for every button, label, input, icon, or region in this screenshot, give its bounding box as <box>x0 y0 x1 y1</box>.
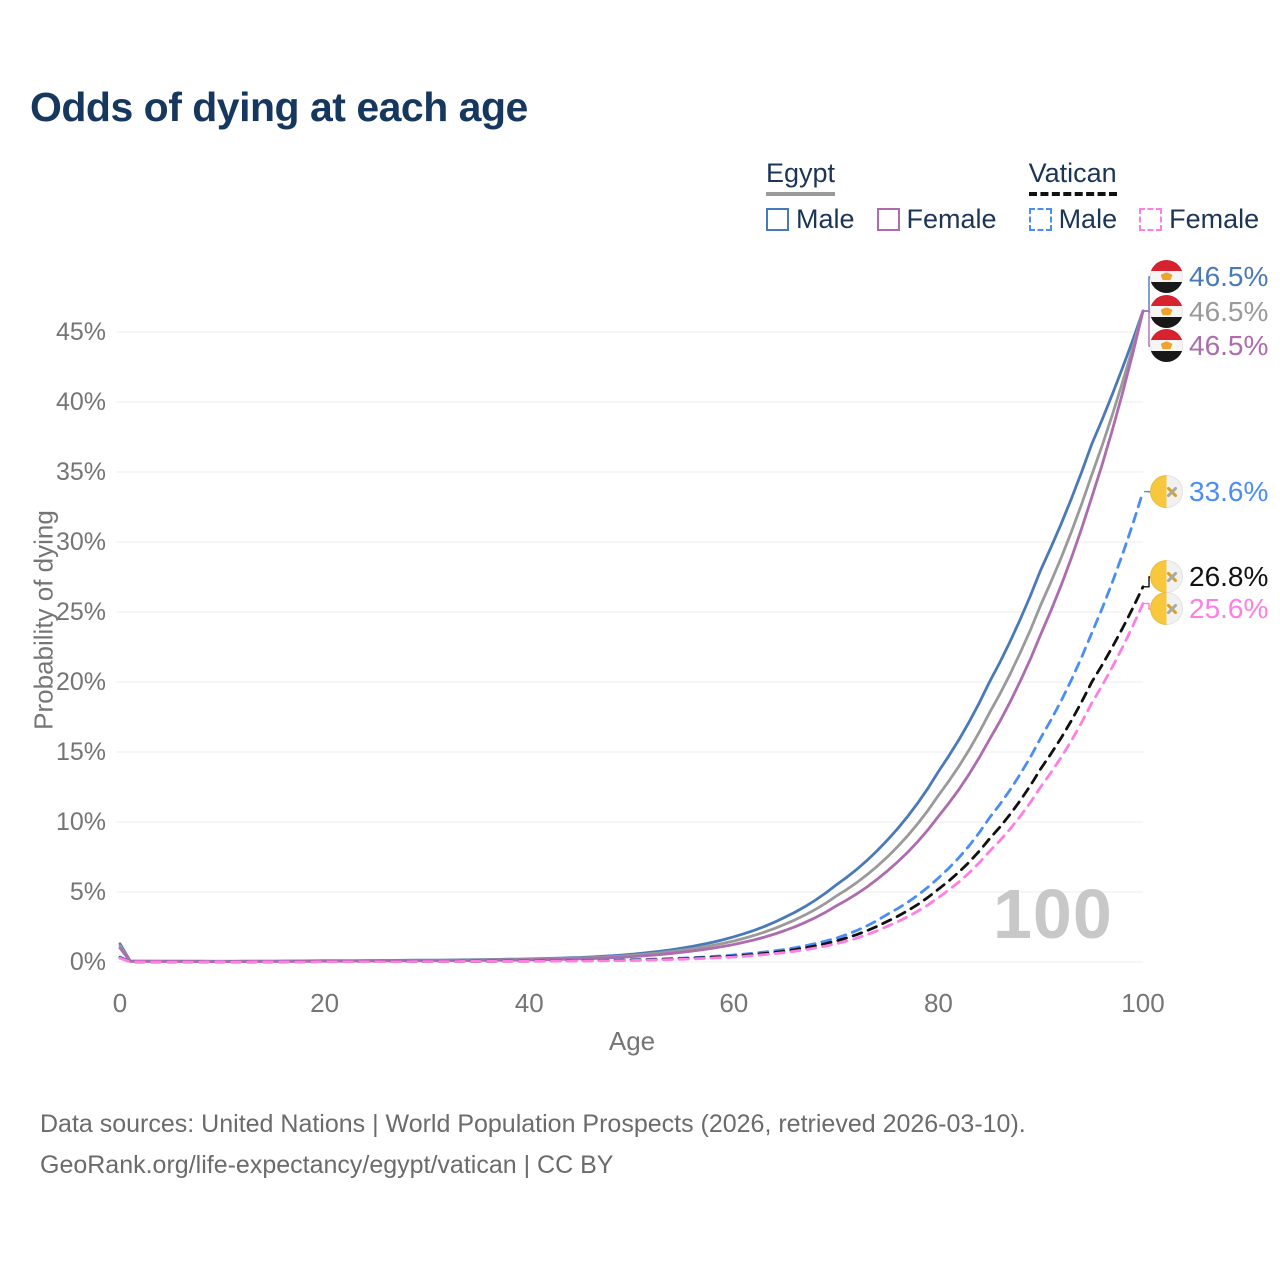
x-tick-label: 80 <box>924 988 953 1018</box>
legend-title-egypt[interactable]: Egypt <box>766 158 836 196</box>
x-tick-label: 100 <box>1121 988 1164 1018</box>
y-tick-label: 35% <box>56 458 106 486</box>
end-label-vatican-female: 25.6% <box>1150 592 1268 625</box>
y-tick-label: 10% <box>56 808 106 836</box>
legend-item-label: Male <box>796 204 855 234</box>
legend-item-vatican-female[interactable]: Female <box>1139 204 1259 235</box>
legend-items-egypt: Male Female <box>766 204 997 235</box>
vatican-flag-icon <box>1150 560 1183 593</box>
vatican-female-swatch-icon[interactable] <box>1139 208 1163 231</box>
series-line-vatican-male[interactable] <box>118 490 1145 964</box>
x-tick-label: 20 <box>310 988 339 1018</box>
footer-sources-line: Data sources: United Nations | World Pop… <box>40 1110 1026 1138</box>
footer: Data sources: United Nations | World Pop… <box>40 1104 1026 1186</box>
legend-title-vatican[interactable]: Vatican <box>1028 158 1117 196</box>
end-label-egypt-female: 46.5% <box>1150 329 1268 362</box>
legend-item-label: Female <box>1169 204 1260 234</box>
end-label-value: 25.6% <box>1189 592 1269 624</box>
footer-attribution-line[interactable]: GeoRank.org/life-expectancy/egypt/vatica… <box>40 1151 614 1179</box>
egypt-flag-icon <box>1150 295 1183 328</box>
y-tick-label: 15% <box>56 738 106 766</box>
series-line-vatican-both[interactable] <box>118 585 1145 964</box>
x-axis-title: Age <box>608 1026 656 1056</box>
x-tick-label: 0 <box>113 988 127 1018</box>
legend-group-vatican: Vatican Male Female <box>1028 158 1259 235</box>
chart-canvas[interactable]: 0% 5% 10% 15% 20% 25% 30% 35% 40% 45% 0 20 40 60 80 100 <box>0 0 1280 1080</box>
end-label-value: 33.6% <box>1189 475 1269 507</box>
page-title: Odds of dying at each age <box>30 84 528 130</box>
series-line-egypt-both[interactable] <box>118 309 1145 963</box>
y-tick-label: 0% <box>70 948 106 976</box>
end-label-value: 46.5% <box>1189 329 1269 361</box>
x-tick-label: 60 <box>719 988 748 1018</box>
end-label-vatican-male: 33.6% <box>1150 475 1268 508</box>
legend-item-vatican-male[interactable]: Male <box>1028 204 1118 235</box>
y-tick-label: 5% <box>70 878 106 906</box>
end-label-value: 46.5% <box>1189 260 1269 292</box>
series-line-vatican-female[interactable] <box>118 602 1145 964</box>
x-tick-label: 40 <box>515 988 544 1018</box>
legend-item-egypt-female[interactable]: Female <box>876 204 997 235</box>
vatican-male-swatch-icon[interactable] <box>1028 208 1052 231</box>
egypt-male-swatch-icon[interactable] <box>766 208 789 231</box>
legend-item-egypt-male[interactable]: Male <box>766 204 855 235</box>
series-line-egypt-female[interactable] <box>118 309 1145 963</box>
series-line-egypt-male[interactable] <box>118 309 1145 963</box>
end-label-egypt-both: 46.5% <box>1150 295 1268 328</box>
y-tick-label: 20% <box>56 668 106 696</box>
legend: Egypt Male Female Vatican Male Female <box>766 158 1259 235</box>
y-tick-label: 45% <box>56 318 106 346</box>
y-tick-label: 25% <box>56 598 106 626</box>
y-tick-label: 40% <box>56 388 106 416</box>
y-axis-title: Probability of dying <box>28 510 59 730</box>
legend-item-label: Female <box>906 204 997 234</box>
egypt-flag-icon <box>1150 260 1183 293</box>
legend-item-label: Male <box>1058 204 1118 234</box>
age-counter-annotation: 100 <box>993 875 1113 953</box>
end-label-egypt-male: 46.5% <box>1150 260 1268 293</box>
legend-group-egypt: Egypt Male Female <box>766 158 997 235</box>
egypt-flag-icon <box>1150 329 1183 362</box>
vatican-flag-icon <box>1150 592 1183 625</box>
legend-items-vatican: Male Female <box>1028 204 1259 235</box>
end-label-value: 46.5% <box>1189 295 1269 327</box>
end-label-value: 26.8% <box>1189 560 1269 592</box>
vatican-flag-icon <box>1150 475 1183 508</box>
y-tick-label: 30% <box>56 528 106 556</box>
end-label-vatican-both: 26.8% <box>1150 560 1268 593</box>
egypt-female-swatch-icon[interactable] <box>876 208 900 231</box>
